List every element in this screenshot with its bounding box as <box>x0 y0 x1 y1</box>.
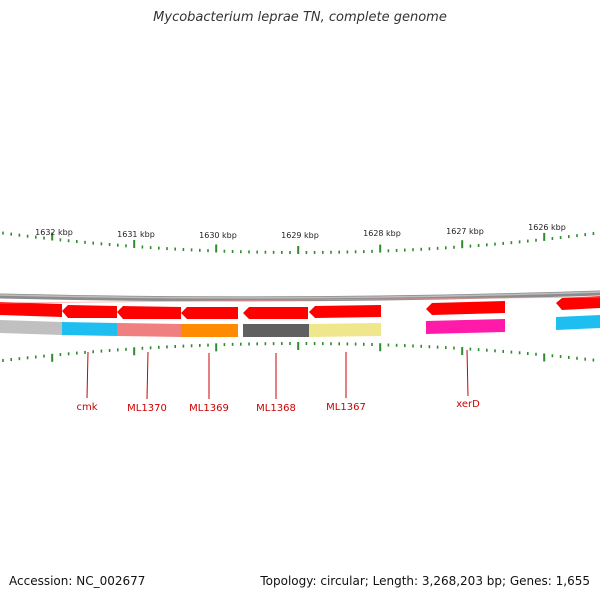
cog-band-magenta <box>426 319 505 334</box>
gene-label-ml1370: ML1370 <box>127 403 167 414</box>
kbp-label-1628: 1628 kbp <box>363 229 401 238</box>
gene-label-ml1368: ML1368 <box>256 403 296 414</box>
cds-arrow-right <box>556 296 600 310</box>
genome-backbone <box>0 290 600 302</box>
topology-text: Topology: circular; Length: 3,268,203 bp… <box>260 574 590 588</box>
kbp-label-1631: 1631 kbp <box>117 230 155 239</box>
cog-band-cyan <box>62 322 117 336</box>
kbp-labels: 1632 kbp 1631 kbp 1630 kbp 1629 kbp 1628… <box>35 223 566 240</box>
cds-arrow-ml1367 <box>243 307 308 319</box>
gene-label-ml1369: ML1369 <box>189 403 229 414</box>
cds-track <box>0 296 600 319</box>
cds-arrow-cmk <box>0 302 62 317</box>
map-title: Mycobacterium leprae TN, complete genome <box>153 10 447 25</box>
accession-text: Accession: NC_002677 <box>9 574 146 588</box>
kbp-label-1632: 1632 kbp <box>35 228 73 237</box>
cds-arrow-xerd <box>426 301 505 315</box>
kbp-label-1626: 1626 kbp <box>528 223 566 232</box>
ticks-top <box>2 231 595 254</box>
cog-band-gray <box>0 320 62 335</box>
cog-band-darkgray <box>243 324 309 337</box>
gene-label-cmk: cmk <box>76 402 97 413</box>
ticks-bottom <box>2 342 595 362</box>
gene-label-ml1367: ML1367 <box>326 402 366 413</box>
cds-arrow-ml1368 <box>181 307 238 319</box>
cds-arrow-ml1366 <box>309 305 381 318</box>
cog-band-khaki <box>309 323 381 337</box>
cog-band-orange <box>181 324 238 337</box>
cog-track <box>0 315 600 337</box>
gene-label-xerd: xerD <box>456 399 480 410</box>
kbp-label-1627: 1627 kbp <box>446 227 484 236</box>
gene-labels: cmk ML1370 ML1369 ML1368 ML1367 xerD <box>76 399 480 414</box>
cds-arrow-ml1369 <box>117 306 181 319</box>
label-leaders <box>86 349 469 400</box>
cds-arrow-ml1370 <box>62 305 117 318</box>
kbp-label-1629: 1629 kbp <box>281 231 319 240</box>
kbp-label-1630: 1630 kbp <box>199 231 237 240</box>
cog-band-cyan-right <box>556 315 600 330</box>
cog-band-salmon <box>117 323 181 337</box>
